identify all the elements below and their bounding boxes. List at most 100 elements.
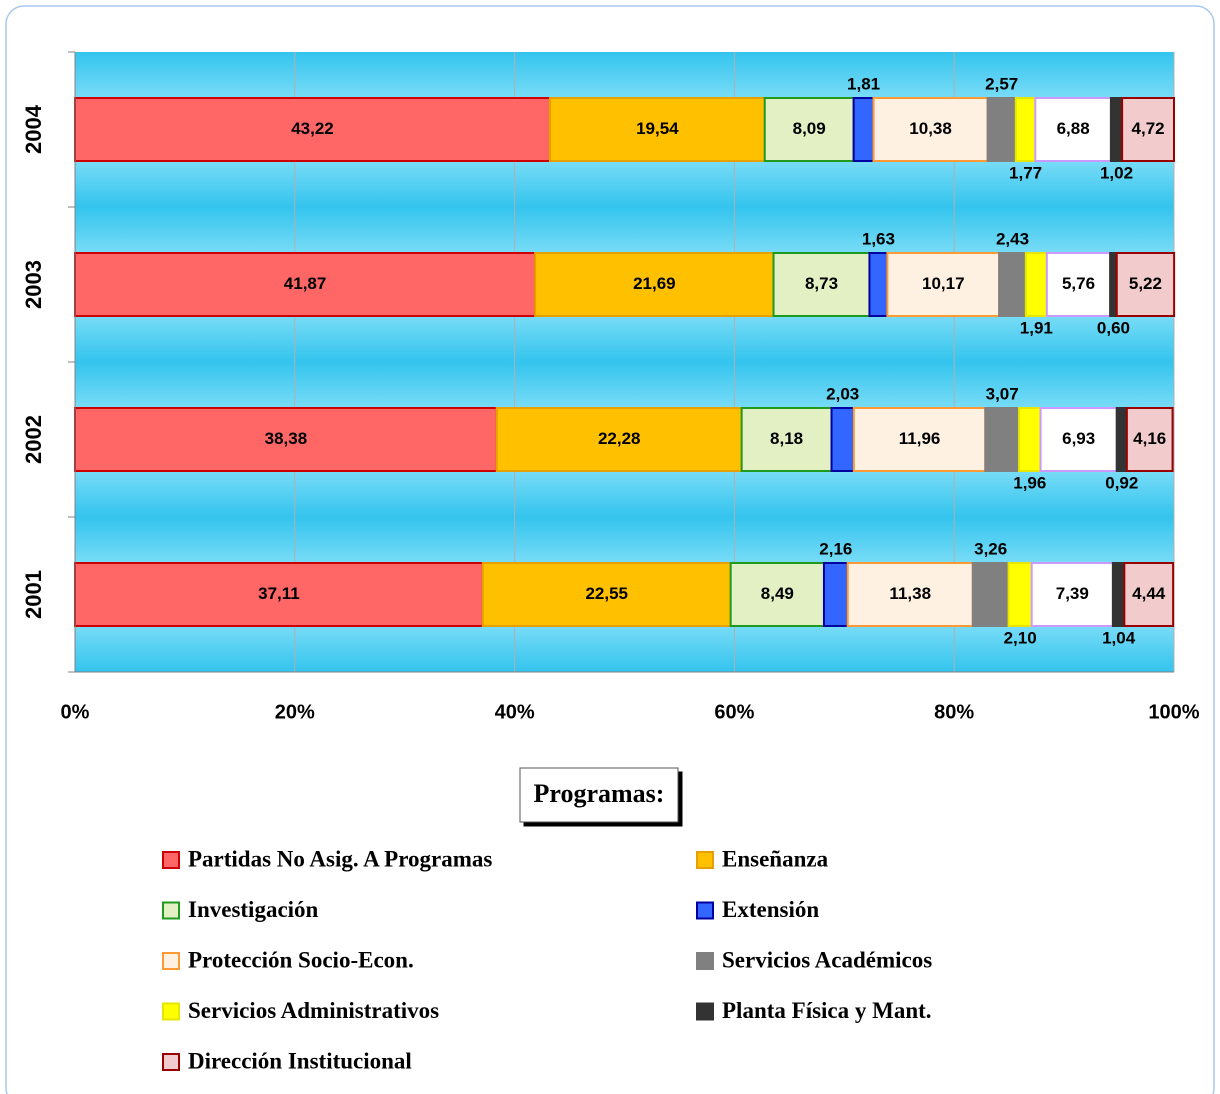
bar-segment xyxy=(822,562,849,627)
bar-segment xyxy=(1007,562,1033,627)
data-label: 22,28 xyxy=(598,429,641,448)
legend-label: Extensión xyxy=(722,897,819,922)
legend-label: Investigación xyxy=(188,897,319,922)
bar-segment xyxy=(846,562,974,627)
bar-segment xyxy=(1115,407,1128,472)
bar-segment xyxy=(74,562,484,627)
bar-segment xyxy=(763,97,855,162)
legend-swatch xyxy=(162,1002,180,1021)
bar-segment xyxy=(971,562,1010,627)
legend-swatch xyxy=(696,901,714,920)
data-label: 8,73 xyxy=(805,274,838,293)
data-label: 2,57 xyxy=(985,74,1018,93)
bar-segment xyxy=(534,252,775,317)
data-label: 43,22 xyxy=(291,119,334,138)
bar-segment xyxy=(986,97,1017,162)
data-label: 22,55 xyxy=(585,584,628,603)
legend-swatch xyxy=(696,851,714,869)
bar-segment xyxy=(74,407,498,472)
bar-segment xyxy=(1014,97,1037,162)
data-label: 8,09 xyxy=(793,119,826,138)
data-label: 10,17 xyxy=(922,274,965,293)
data-label: 3,07 xyxy=(986,384,1019,403)
bar-segment xyxy=(548,97,766,162)
y-tick-label: 2001 xyxy=(21,570,46,619)
data-label: 8,18 xyxy=(770,429,803,448)
legend-swatch xyxy=(162,952,180,970)
data-label: 6,93 xyxy=(1062,429,1095,448)
legend-label: Servicios Académicos xyxy=(722,947,932,972)
bar-segment xyxy=(772,252,871,317)
data-label: 11,96 xyxy=(899,429,941,448)
plot-area xyxy=(74,52,1176,672)
data-label: 1,81 xyxy=(847,74,880,93)
x-tick-label: 60% xyxy=(714,701,754,723)
data-label: 10,38 xyxy=(909,119,952,138)
data-label: 37,11 xyxy=(258,584,300,603)
bar-segment xyxy=(74,252,537,317)
legend-swatch xyxy=(162,1053,180,1071)
bar-segment xyxy=(1115,252,1176,317)
data-label: 0,60 xyxy=(1097,318,1130,337)
legend-swatch xyxy=(696,952,714,970)
legend-label: Planta Física y Mant. xyxy=(722,998,932,1023)
data-label: 2,10 xyxy=(1004,628,1037,647)
bar-segment xyxy=(729,562,825,627)
legend-swatch xyxy=(696,1002,714,1021)
data-label: 2,43 xyxy=(996,229,1029,248)
legend-label: Servicios Administrativos xyxy=(188,998,439,1023)
legend-title-box xyxy=(519,767,679,823)
bar-segment xyxy=(1034,97,1112,162)
data-label: 8,49 xyxy=(761,584,794,603)
x-tick-label: 20% xyxy=(275,701,315,723)
bar-segment xyxy=(1018,407,1042,472)
bar-segment xyxy=(852,97,875,162)
legend-label: Enseñanza xyxy=(722,846,829,871)
bar-segment xyxy=(1123,562,1175,627)
data-label: 41,87 xyxy=(284,274,327,293)
data-label: 4,16 xyxy=(1133,429,1166,448)
bar-segment xyxy=(1024,252,1048,317)
data-label: 1,91 xyxy=(1020,318,1053,337)
bar-segment xyxy=(1109,97,1124,162)
y-tick-label: 2004 xyxy=(21,104,46,154)
data-label: 7,39 xyxy=(1056,584,1089,603)
legend-label: Protección Socio-Econ. xyxy=(188,947,414,972)
bar-segment xyxy=(830,407,855,472)
data-label: 21,69 xyxy=(633,274,676,293)
data-label: 11,38 xyxy=(889,584,931,603)
bar-segment xyxy=(74,97,551,162)
data-label: 6,88 xyxy=(1057,119,1090,138)
bar-segment xyxy=(1030,562,1114,627)
data-label: 5,22 xyxy=(1129,274,1162,293)
x-tick-label: 80% xyxy=(934,701,974,723)
x-tick-label: 40% xyxy=(495,701,535,723)
data-label: 1,96 xyxy=(1013,473,1046,492)
y-tick-label: 2002 xyxy=(21,415,46,464)
data-label: 19,54 xyxy=(636,119,679,138)
legend-label: Dirección Institucional xyxy=(188,1048,412,1073)
bar-segment xyxy=(481,562,732,627)
bar-segment xyxy=(998,252,1027,317)
data-label: 2,03 xyxy=(826,384,859,403)
bar-segment xyxy=(886,252,1001,317)
legend-swatch xyxy=(162,851,180,869)
data-label: 1,04 xyxy=(1102,628,1136,647)
legend-title: Programas: xyxy=(534,779,665,808)
data-label: 1,02 xyxy=(1100,163,1133,182)
bar-segment xyxy=(984,407,1021,472)
bar-segment xyxy=(495,407,743,472)
legend-swatch xyxy=(162,901,180,920)
data-label: 38,38 xyxy=(265,429,308,448)
bar-segment xyxy=(1121,97,1175,162)
data-label: 1,63 xyxy=(862,229,895,248)
data-label: 4,72 xyxy=(1132,119,1165,138)
bar-segment xyxy=(872,97,989,162)
bar-segment xyxy=(868,252,889,317)
x-tick-label: 100% xyxy=(1148,701,1199,723)
data-label: 2,16 xyxy=(819,539,852,558)
legend-label: Partidas No Asig. A Programas xyxy=(188,846,492,871)
data-label: 3,26 xyxy=(974,539,1007,558)
data-label: 1,77 xyxy=(1009,163,1042,182)
